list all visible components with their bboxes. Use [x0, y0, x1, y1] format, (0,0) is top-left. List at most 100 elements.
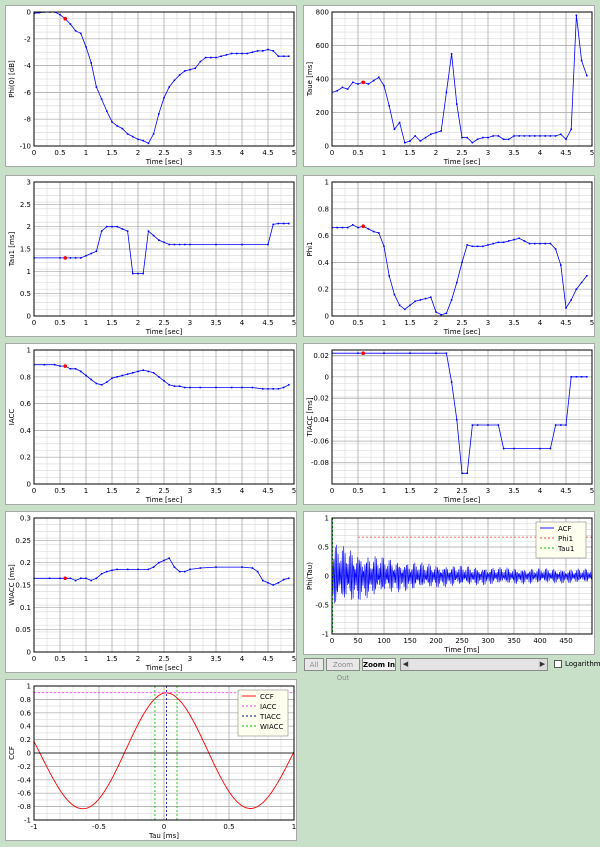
data-point	[383, 352, 385, 355]
y-tick-label: 0	[27, 750, 31, 758]
data-point	[440, 313, 442, 316]
x-tick-label: 0.5	[54, 655, 65, 663]
x-tick-label: 5	[292, 487, 296, 495]
data-point	[471, 424, 474, 426]
data-point	[534, 242, 536, 245]
data-point	[251, 51, 254, 53]
y-tick-label: 200	[316, 109, 329, 117]
data-point	[466, 244, 468, 246]
x-axis-label: Tau [ms]	[148, 832, 179, 840]
plot-frame	[331, 517, 593, 635]
data-point	[352, 81, 354, 84]
acf-series	[332, 544, 592, 604]
logarithm-checkbox[interactable]	[554, 660, 562, 668]
data-point	[518, 237, 520, 240]
data-point	[357, 226, 359, 229]
scroll-right-icon[interactable]: ▶	[538, 659, 547, 670]
all-button[interactable]: All	[304, 658, 324, 671]
data-point	[471, 245, 474, 248]
data-point	[586, 376, 588, 378]
data-point	[69, 577, 72, 580]
data-point	[487, 424, 489, 426]
y-tick-label: 0.6	[318, 232, 330, 240]
data-point	[80, 32, 82, 35]
x-tick-label: 1	[382, 319, 386, 327]
data-point	[277, 55, 280, 58]
x-tick-label: 2.5	[158, 655, 169, 663]
y-tick-label: 1.5	[20, 246, 31, 254]
data-point	[126, 230, 129, 232]
x-tick-label: 0	[32, 487, 36, 495]
x-axis-label: Time [sec]	[443, 328, 481, 336]
y-tick-label: 0	[27, 649, 31, 657]
x-tick-label: 250	[455, 637, 468, 645]
zoom-out-button[interactable]: Zoom Out	[326, 658, 360, 682]
x-tick-label: 0	[32, 319, 36, 327]
data-point	[241, 52, 243, 55]
data-point	[466, 136, 468, 139]
y-tick-label: 0	[27, 481, 31, 489]
zoom-in-button[interactable]: Zoom In	[362, 658, 396, 671]
y-tick-label: -1	[322, 631, 329, 639]
data-point	[215, 566, 217, 568]
y-axis-label: Phi1	[306, 241, 314, 256]
data-point	[272, 223, 274, 226]
x-tick-label: 5	[292, 655, 296, 663]
x-tick-label: 4	[538, 487, 543, 495]
x-tick-label: 0.5	[223, 823, 234, 831]
y-tick-label: 0.5	[20, 290, 31, 298]
data-point	[90, 62, 92, 64]
x-axis-label: Time [sec]	[443, 158, 481, 166]
data-point	[575, 376, 578, 378]
data-point	[111, 121, 113, 123]
data-point	[502, 138, 505, 141]
x-tick-label: 0.5	[54, 149, 65, 157]
y-tick-label: -0.08	[311, 459, 329, 467]
data-point	[111, 569, 113, 572]
x-tick-label: 3	[486, 319, 490, 327]
x-tick-label: 0	[162, 823, 166, 831]
plot-area	[34, 557, 290, 586]
horizontal-scrollbar[interactable]: ◀ ▶	[400, 658, 548, 671]
y-tick-label: -0.02	[311, 395, 329, 403]
x-tick-label: 5	[292, 149, 296, 157]
data-point	[204, 56, 207, 59]
x-tick-label: 2.5	[158, 319, 169, 327]
x-tick-label: 4	[240, 487, 245, 495]
x-tick-label: 5	[292, 319, 296, 327]
data-point	[435, 352, 437, 355]
scroll-left-icon[interactable]: ◀	[401, 659, 410, 670]
x-tick-label: 4.5	[262, 655, 273, 663]
data-point	[147, 230, 150, 232]
y-tick-label: 0.4	[20, 723, 32, 731]
x-tick-label: 0	[330, 149, 334, 157]
data-point	[575, 14, 578, 17]
data-point	[513, 238, 515, 241]
data-point	[168, 384, 170, 386]
plot-frame	[33, 181, 295, 317]
data-point	[267, 581, 269, 584]
data-point	[54, 363, 56, 366]
data-point	[178, 385, 181, 387]
data-point	[487, 244, 489, 246]
data-point	[168, 86, 170, 88]
data-point	[132, 272, 134, 275]
data-point	[424, 297, 427, 300]
cursor-marker	[361, 224, 365, 229]
data-point	[69, 23, 72, 25]
data-point	[383, 245, 385, 248]
x-tick-label: 1	[382, 149, 386, 157]
x-tick-label: 2	[434, 487, 438, 495]
data-point	[372, 79, 375, 82]
data-point	[414, 135, 416, 137]
data-point	[277, 222, 280, 225]
data-point	[336, 226, 338, 229]
data-point	[528, 242, 531, 245]
data-point	[282, 55, 285, 58]
x-tick-label: 0.5	[352, 487, 363, 495]
data-point	[74, 367, 77, 370]
x-tick-label: 4	[240, 655, 245, 663]
data-point	[461, 136, 463, 139]
y-axis-label: CCF	[8, 746, 16, 760]
x-axis-label: Time [sec]	[443, 496, 481, 504]
